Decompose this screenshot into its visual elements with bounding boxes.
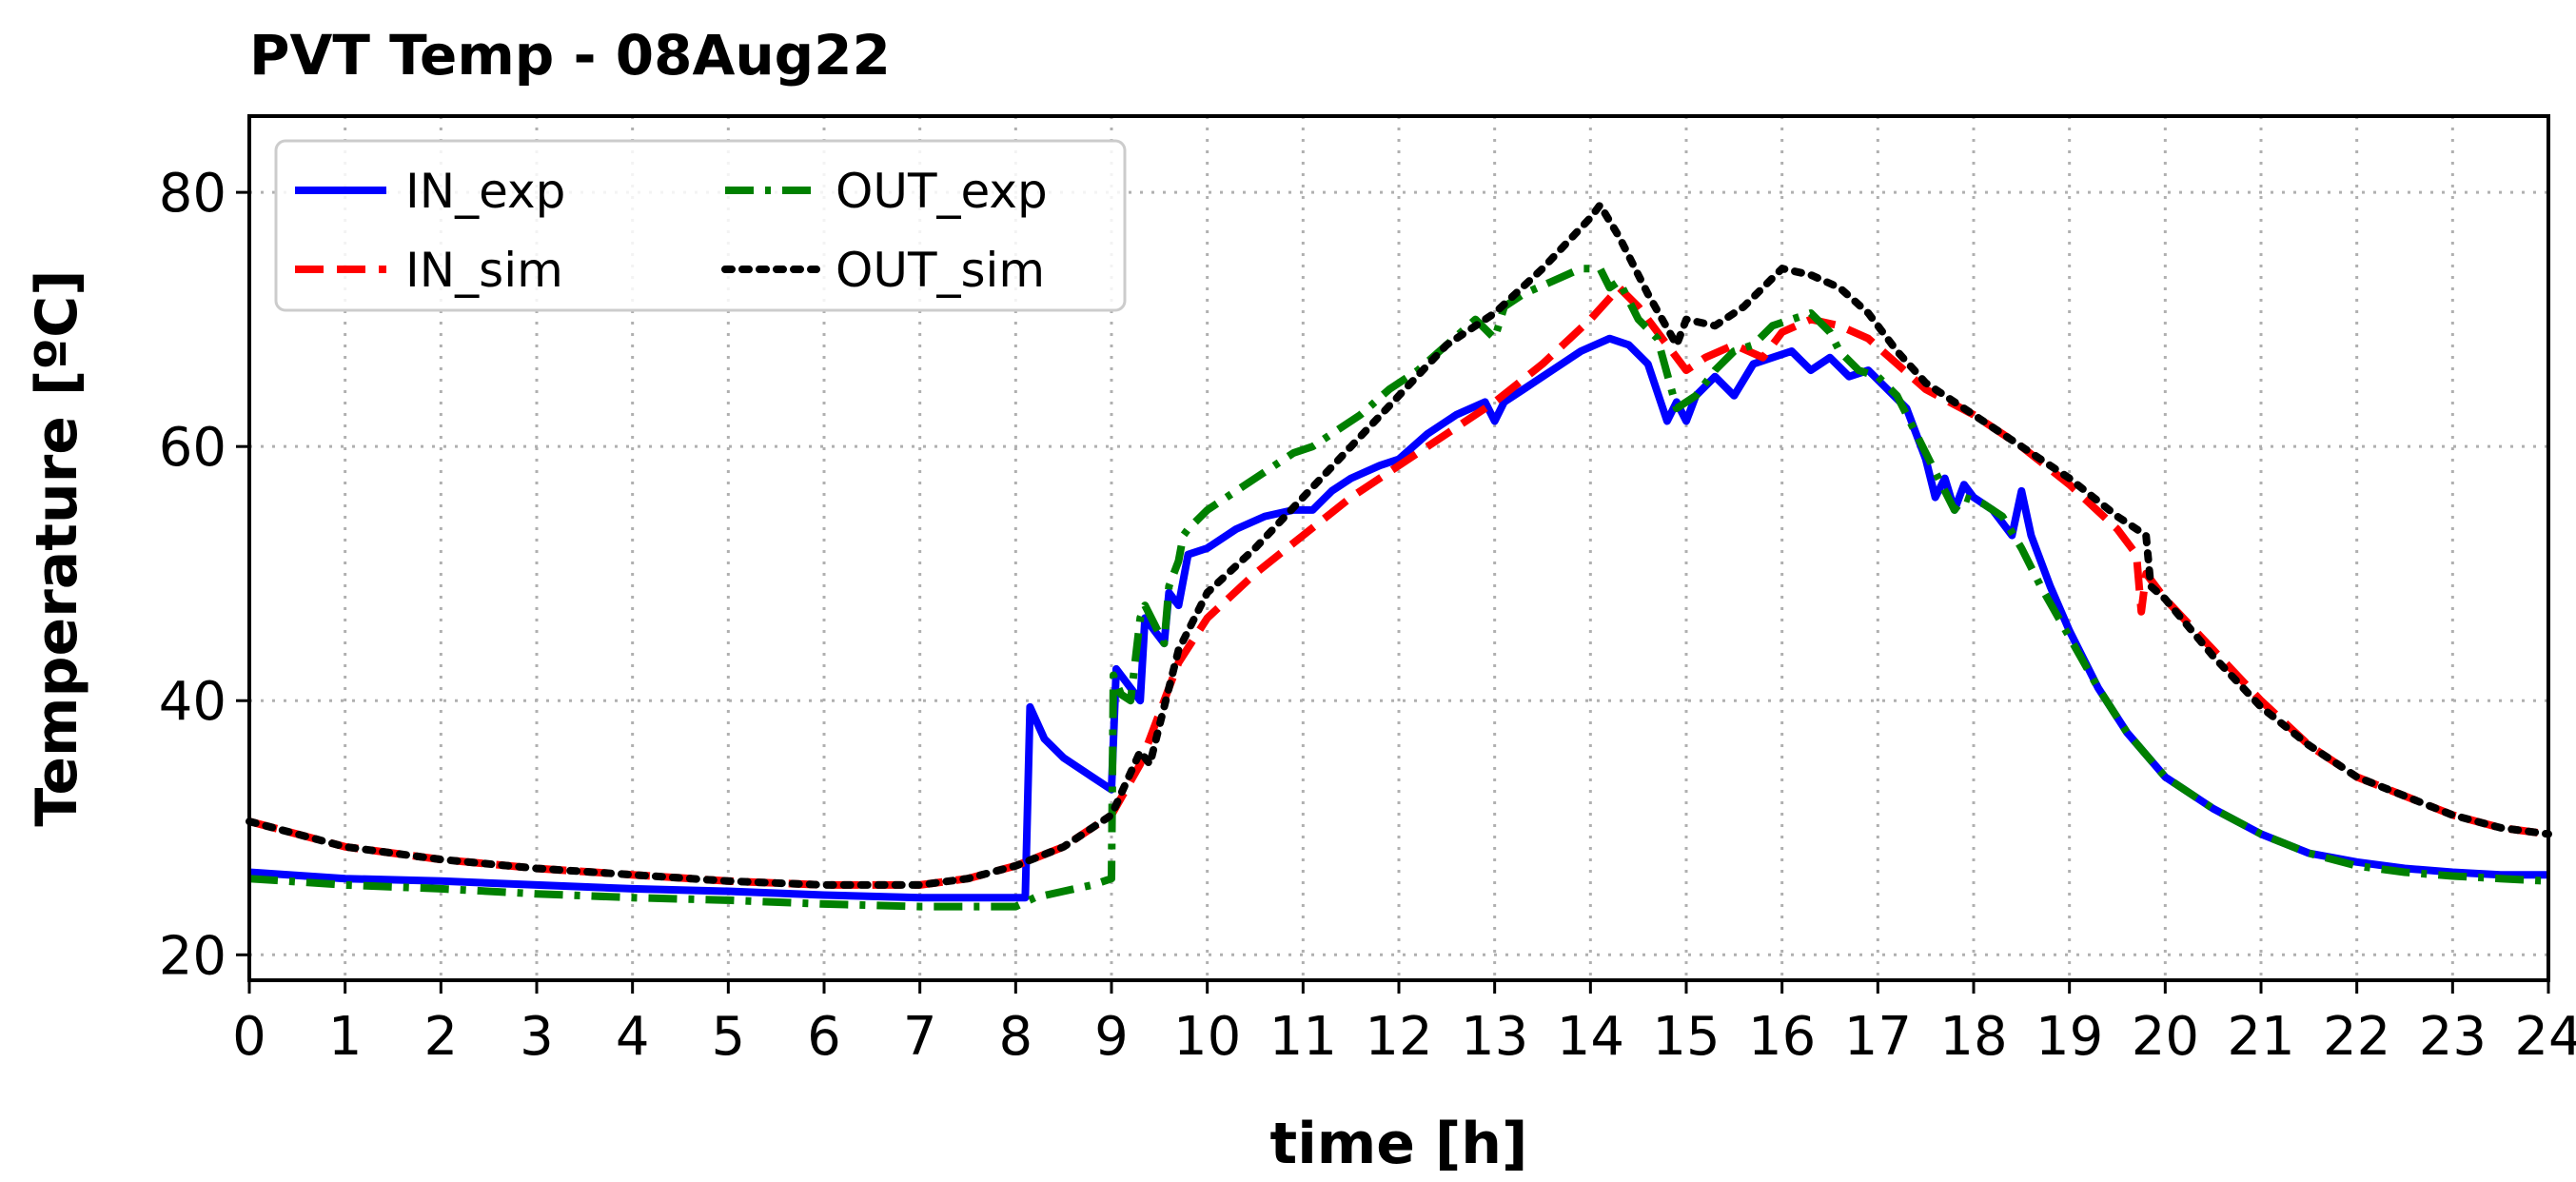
y-tick-label: 40 <box>159 671 226 733</box>
axis-ticks: 0 1 2 3 4 5 6 7 8 9 10 11 12 13 14 15 16 17 18 19 20 21 22 23 24… <box>159 163 2576 1068</box>
x-tick-label: 7 <box>903 1006 937 1068</box>
x-tick-label: 0 <box>232 1006 266 1068</box>
x-axis-label: time [h] <box>1270 1111 1528 1177</box>
x-tick-label: 3 <box>520 1006 554 1068</box>
x-tick-label: 21 <box>2227 1006 2294 1068</box>
grid <box>247 116 2550 980</box>
x-tick-label: 5 <box>712 1006 746 1068</box>
x-tick-label: 2 <box>424 1006 459 1068</box>
x-tick-label: 10 <box>1173 1006 1241 1068</box>
x-tick-label: 9 <box>1094 1006 1129 1068</box>
x-tick-label: 13 <box>1461 1006 1528 1068</box>
series-layer <box>246 201 2552 911</box>
x-tick-label: 12 <box>1365 1006 1432 1068</box>
x-tick-label: 4 <box>616 1006 650 1068</box>
x-tick-label: 17 <box>1844 1006 1912 1068</box>
x-tick-label: 6 <box>807 1006 841 1068</box>
legend-box <box>274 139 1127 312</box>
legend-label: OUT_sim <box>836 243 1045 298</box>
y-tick-label: 80 <box>159 163 226 225</box>
x-tick-label: 15 <box>1652 1006 1720 1068</box>
x-tick-label: 11 <box>1269 1006 1337 1068</box>
x-tick-label: 23 <box>2419 1006 2487 1068</box>
y-tick-label: 20 <box>159 925 226 987</box>
x-tick-label: 16 <box>1748 1006 1816 1068</box>
series-line-out-sim <box>246 201 2552 889</box>
legend-label: IN_sim <box>405 243 563 298</box>
legend-label: OUT_exp <box>836 164 1048 219</box>
legend-label: IN_exp <box>405 164 565 219</box>
x-tick-label: 22 <box>2323 1006 2390 1068</box>
x-tick-label: 14 <box>1557 1006 1624 1068</box>
y-tick-label: 60 <box>159 417 226 479</box>
y-axis-label: Temperature [ºC] <box>24 269 90 826</box>
x-tick-label: 8 <box>999 1006 1033 1068</box>
series-line-out-exp <box>248 265 2549 911</box>
x-tick-label: 19 <box>2035 1006 2103 1068</box>
x-tick-label: 20 <box>2132 1006 2199 1068</box>
x-tick-label: 18 <box>1939 1006 2007 1068</box>
legend: IN_exp IN_sim OUT_exp OUT_sim <box>274 139 1127 312</box>
chart-title: PVT Temp - 08Aug22 <box>249 23 891 88</box>
x-tick-label: 1 <box>328 1006 363 1068</box>
series-line-in-exp <box>248 334 2548 902</box>
x-tick-label: 24 <box>2514 1006 2576 1068</box>
